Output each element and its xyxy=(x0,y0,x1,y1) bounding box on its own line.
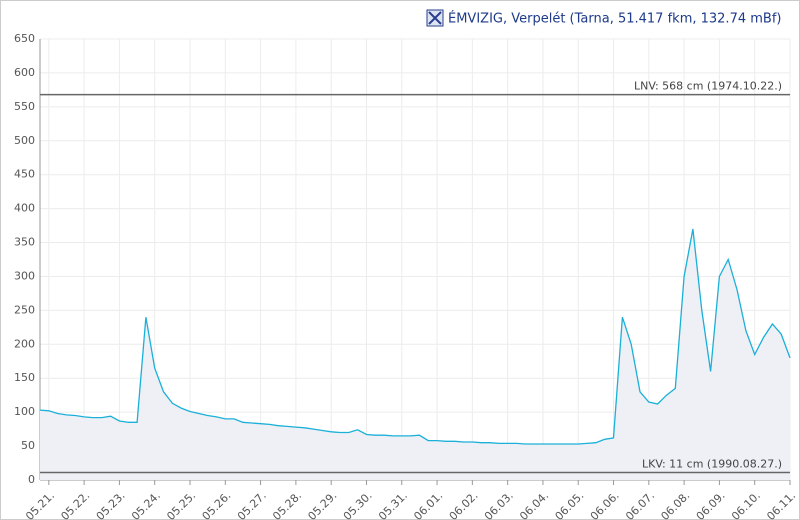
line xyxy=(39,228,791,445)
reference-label: LNV: 568 cm (1974.10.22.) xyxy=(634,80,782,93)
y-tick-label: 600 xyxy=(14,66,35,79)
y-tick-label: 650 xyxy=(14,32,35,45)
y-tick-label: 350 xyxy=(14,236,35,249)
y-tick-label: 400 xyxy=(14,202,35,215)
area-fill xyxy=(40,229,790,480)
y-tick-label: 0 xyxy=(28,473,35,486)
logo xyxy=(426,9,444,27)
reference-label: LKV: 11 cm (1990.08.27.) xyxy=(642,458,782,471)
y-tick-label: 100 xyxy=(14,405,35,418)
y-tick-label: 50 xyxy=(21,439,35,452)
y-tick-label: 150 xyxy=(14,371,35,384)
y-tick-label: 450 xyxy=(14,168,35,181)
y-tick-label: 300 xyxy=(14,269,35,282)
y-tick-label: 550 xyxy=(14,100,35,113)
y-tick-label: 200 xyxy=(14,337,35,350)
y-tick-label: 250 xyxy=(14,303,35,316)
y-tick-label: 500 xyxy=(14,134,35,147)
chart-title: ÉMVIZIG, Verpelét (Tarna, 51.417 fkm, 13… xyxy=(448,11,781,27)
